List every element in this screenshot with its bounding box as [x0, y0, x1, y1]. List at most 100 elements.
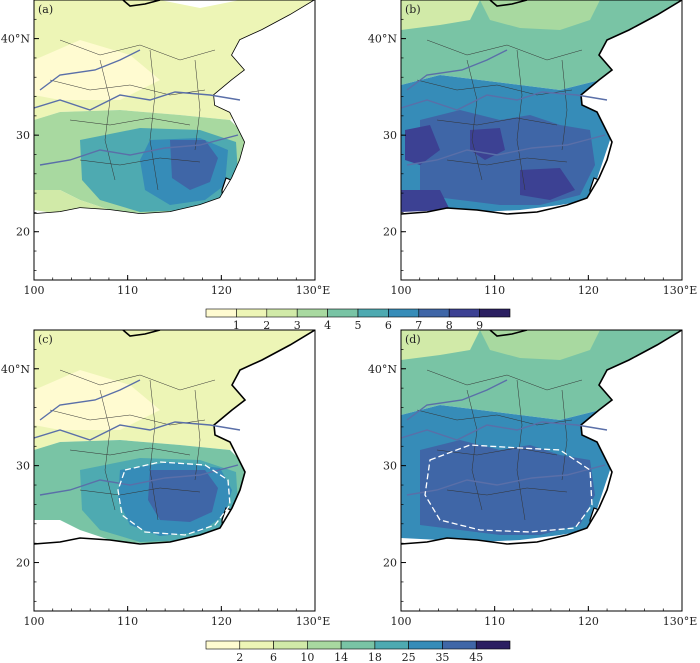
- y-tick-label-c-1: 30: [16, 460, 30, 473]
- cbar-top-swatch: [357, 308, 389, 318]
- cbar-top-swatch: [388, 308, 420, 318]
- panel-b-field-5: [401, 0, 480, 30]
- cbar-top-swatch: [266, 308, 298, 318]
- colorbar-top: 1 2 3 4 5 6 7 8 9: [205, 308, 511, 332]
- y-tick-label-c-2: 40°N: [1, 363, 30, 376]
- x-tick-label-d-3: 130°E: [663, 615, 698, 628]
- cbar-top-label: 2: [263, 319, 270, 332]
- y-tick-label-a-1: 30: [16, 129, 30, 142]
- panel-c-rivers: [34, 379, 241, 496]
- cbar-top-swatch: [327, 308, 359, 318]
- panel-a-provinces: [49, 39, 216, 191]
- cbar-bottom-swatch: [273, 640, 308, 650]
- panel-d-field-3: [420, 440, 595, 535]
- panel-a-label: (a): [38, 3, 53, 16]
- cbar-top-label: 6: [385, 319, 392, 332]
- panel-d-field-4: [401, 330, 480, 360]
- x-tick-label-a-0: 100: [24, 284, 45, 297]
- cbar-bottom-swatch: [408, 640, 443, 650]
- cbar-top-label: 1: [233, 319, 240, 332]
- panel-b-rivers: [401, 49, 608, 166]
- panel-b: (b): [400, 0, 683, 281]
- y-tick-label-d-1: 30: [383, 460, 397, 473]
- x-tick-label-a-1: 110: [117, 284, 138, 297]
- cbar-bottom-label: 10: [300, 651, 314, 663]
- panel-b-provinces: [416, 39, 583, 191]
- cbar-bottom-swatch: [340, 640, 376, 650]
- x-tick-label-b-1: 110: [484, 284, 505, 297]
- panel-d-field-5: [480, 330, 600, 360]
- panel-d-label: (d): [405, 333, 421, 346]
- panel-c-coastline: [34, 330, 315, 545]
- x-tick-label-d-2: 120: [578, 615, 599, 628]
- panel-c-provinces: [49, 369, 216, 521]
- cbar-bottom-label: 2: [236, 651, 243, 663]
- panel-b-label: (b): [405, 3, 421, 16]
- panel-a-field-5: [170, 140, 218, 190]
- y-tick-label-b-2: 40°N: [368, 33, 397, 46]
- cbar-top-label: 4: [324, 319, 331, 332]
- panel-d: (d): [400, 329, 683, 612]
- y-tick-label-b-1: 30: [383, 129, 397, 142]
- x-tick-label-c-2: 120: [211, 615, 232, 628]
- cbar-top-swatch: [448, 308, 480, 318]
- cbar-top-label: 8: [446, 319, 453, 332]
- panel-d-coastline: [401, 330, 682, 545]
- panel-a-land-fill: [34, 0, 315, 280]
- cbar-top-label: 5: [355, 319, 362, 332]
- cbar-bottom-label: 14: [334, 651, 348, 663]
- panel-c: (c): [33, 329, 316, 612]
- panel-d-rivers: [401, 379, 608, 496]
- panel-c-map: [34, 330, 315, 611]
- panel-b-field-6: [480, 0, 600, 30]
- y-tick-label-b-0: 20: [383, 226, 397, 239]
- y-tick-label-a-0: 20: [16, 226, 30, 239]
- y-tick-label-a-2: 40°N: [1, 33, 30, 46]
- panel-b-field-4: [401, 125, 575, 212]
- x-tick-label-b-0: 100: [391, 284, 412, 297]
- x-tick-label-d-0: 100: [391, 615, 412, 628]
- x-tick-label-a-2: 120: [211, 284, 232, 297]
- x-tick-label-c-0: 100: [24, 615, 45, 628]
- cbar-top-label: 7: [415, 319, 422, 332]
- cbar-bottom-swatch: [205, 640, 241, 650]
- colorbar-bottom: 2 6 10 14 18 25 35 45: [205, 640, 511, 663]
- cbar-bottom-swatch: [307, 640, 342, 650]
- cbar-bottom-swatch: [442, 640, 477, 650]
- panel-c-label: (c): [38, 333, 53, 346]
- panel-b-coastline: [401, 0, 682, 215]
- cbar-top-swatch: [236, 308, 268, 318]
- cbar-bottom-label: 35: [435, 651, 449, 663]
- x-tick-label-c-1: 110: [117, 615, 138, 628]
- panel-a-map: [34, 0, 315, 280]
- cbar-top-swatch: [418, 308, 450, 318]
- cbar-top-label: 9: [476, 319, 483, 332]
- cbar-bottom-label: 6: [270, 651, 277, 663]
- cbar-top-swatch: [479, 308, 511, 318]
- x-tick-label-c-3: 130°E: [296, 615, 331, 628]
- x-tick-label-a-3: 130°E: [296, 284, 331, 297]
- panel-d-threshold-contour: [424, 444, 593, 533]
- x-tick-label-d-1: 110: [484, 615, 505, 628]
- x-tick-label-b-3: 130°E: [663, 284, 698, 297]
- y-tick-label-c-0: 20: [16, 557, 30, 570]
- x-tick-label-b-2: 120: [578, 284, 599, 297]
- panel-a-rivers: [34, 49, 241, 166]
- panel-b-map: [401, 0, 682, 280]
- cbar-bottom-swatch: [374, 640, 409, 650]
- y-tick-label-d-0: 20: [383, 557, 397, 570]
- cbar-top-swatch: [296, 308, 328, 318]
- panel-d-map: [401, 330, 682, 611]
- panel-d-provinces: [416, 369, 583, 521]
- panel-c-field-5: [148, 470, 218, 522]
- cbar-bottom-label: 25: [402, 651, 416, 663]
- cbar-top-label: 3: [294, 319, 301, 332]
- panel-a: (a): [33, 0, 316, 281]
- cbar-bottom-label: 45: [469, 651, 483, 663]
- cbar-bottom-swatch: [239, 640, 274, 650]
- cbar-bottom-swatch: [475, 640, 511, 650]
- y-tick-label-d-2: 40°N: [368, 363, 397, 376]
- cbar-top-swatch: [205, 308, 237, 318]
